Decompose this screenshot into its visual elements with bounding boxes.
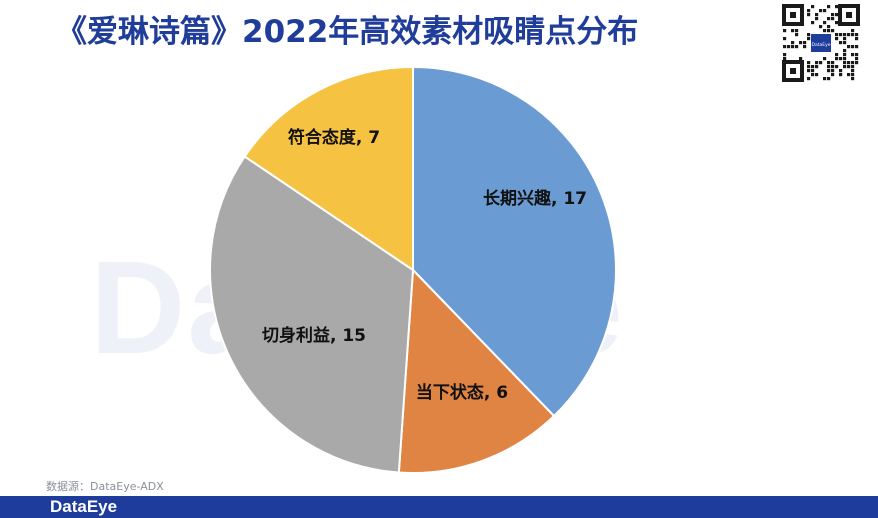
slice-personal-benefit — [209, 155, 415, 474]
data-source: 数据源：DataEye-ADX — [46, 480, 164, 493]
qr-center-label: DataEye — [811, 42, 830, 48]
footer-logo: DataEye — [50, 497, 118, 516]
footer-bar: DataEye — [0, 496, 878, 518]
data-label: 符合态度, 7 — [288, 127, 380, 148]
data-label: 切身利益, 15 — [262, 325, 366, 346]
qr-code-icon: DataEye — [782, 4, 860, 82]
data-label: 当下状态, 6 — [416, 382, 508, 403]
data-label: 长期兴趣, 17 — [483, 188, 587, 209]
slice-current-state — [397, 267, 556, 474]
chart-title: 《爱琳诗篇》2022年高效素材吸睛点分布 — [56, 14, 639, 50]
slice-matching-attitude — [243, 65, 414, 272]
slice-long-term-interest — [412, 65, 617, 418]
